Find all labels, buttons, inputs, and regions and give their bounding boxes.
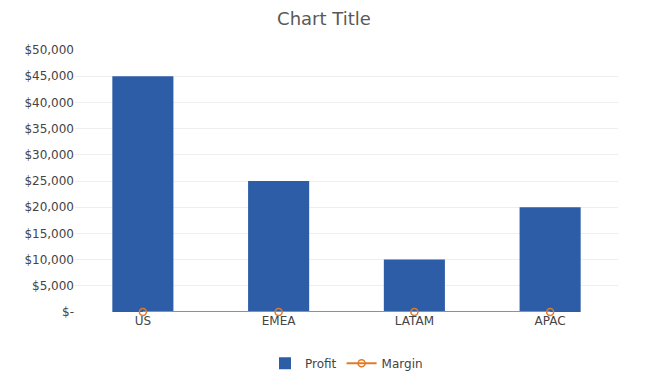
svg-text:$5,000: $5,000 [32, 279, 74, 293]
svg-text:$45,000: $45,000 [24, 69, 74, 83]
svg-text:$40,000: $40,000 [24, 96, 74, 110]
svg-text:Profit: Profit [305, 357, 337, 371]
svg-text:$35,000: $35,000 [24, 122, 74, 136]
svg-text:$30,000: $30,000 [24, 148, 74, 162]
svg-text:Chart Title: Chart Title [277, 8, 371, 29]
svg-text:$10,000: $10,000 [24, 253, 74, 267]
svg-text:$15,000: $15,000 [24, 227, 74, 241]
svg-text:APAC: APAC [535, 314, 566, 328]
svg-text:$50,000: $50,000 [24, 43, 74, 57]
svg-text:$-: $- [62, 305, 74, 319]
svg-text:$20,000: $20,000 [24, 200, 74, 214]
svg-text:EMEA: EMEA [262, 314, 297, 328]
svg-text:$25,000: $25,000 [24, 174, 74, 188]
svg-text:LATAM: LATAM [395, 314, 434, 328]
svg-text:Margin: Margin [382, 357, 423, 371]
svg-text:US: US [135, 314, 151, 328]
